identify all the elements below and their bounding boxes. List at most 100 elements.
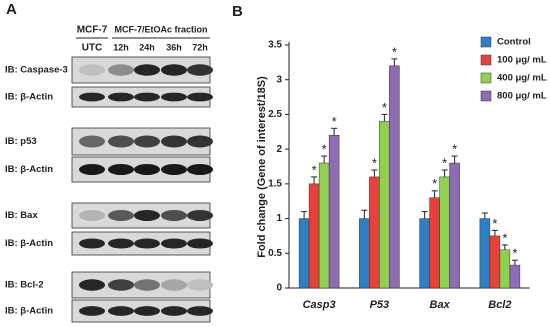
band: [161, 135, 187, 148]
band: [161, 279, 187, 291]
band: [187, 64, 213, 76]
band: [161, 210, 187, 221]
lane-label: 72h: [192, 42, 208, 52]
x-tick-label: Bcl2: [488, 299, 511, 311]
bar: [449, 162, 460, 289]
significance-mark: *: [432, 176, 437, 191]
bar: [439, 176, 450, 289]
y-tick-label: 0: [276, 283, 282, 294]
y-tick-label: 1: [276, 213, 282, 224]
legend-swatch: [480, 54, 492, 66]
bar: [499, 249, 511, 289]
bar: [489, 235, 501, 289]
panel-b: B Fold change (Gene of interest/18S) 0 0.…: [232, 3, 547, 311]
legend-label: 100 μg/ mL: [497, 55, 547, 66]
x-tick-label: Bax: [430, 299, 451, 311]
significance-mark: *: [442, 155, 447, 170]
band: [187, 279, 213, 291]
bar: [479, 218, 491, 289]
blot-label: IB: β-Actin: [5, 238, 53, 249]
blot-label: IB: β-Actin: [5, 164, 53, 175]
band: [134, 135, 160, 148]
legend-label: 400 μg/ mL: [497, 73, 547, 84]
bar: [509, 264, 521, 289]
bar: [369, 176, 380, 289]
blot-label: IB: β-Actin: [5, 306, 53, 317]
bar: [318, 162, 330, 289]
band: [134, 164, 160, 175]
significance-mark: *: [502, 230, 507, 245]
bar: [328, 135, 340, 289]
band: [79, 238, 105, 249]
blot-label: IB: Bcl-2: [5, 280, 44, 291]
bar: [379, 121, 390, 289]
bar: [298, 218, 310, 289]
band: [108, 135, 134, 148]
band: [161, 306, 187, 316]
band: [134, 238, 160, 249]
band: [79, 306, 105, 316]
band: [161, 164, 187, 175]
y-axis-label: Fold change (Gene of interest/18S): [256, 76, 268, 258]
band: [161, 92, 187, 102]
lane-label: UTC: [82, 43, 103, 54]
band: [79, 279, 105, 291]
legend-swatch: [480, 72, 492, 84]
band: [108, 164, 134, 175]
blot-label: IB: p53: [5, 136, 37, 147]
significance-mark: *: [332, 114, 337, 129]
y-tick-label: 3: [276, 74, 282, 85]
significance-mark: *: [372, 155, 377, 170]
band: [108, 279, 134, 291]
bar: [359, 218, 370, 289]
group-label: MCF-7: [77, 25, 108, 36]
bar: [429, 197, 440, 289]
blot-label: IB: β-Actin: [5, 92, 53, 103]
lane-label: 36h: [166, 42, 182, 52]
y-tick-label: 2: [276, 144, 282, 155]
band: [187, 92, 213, 102]
significance-mark: *: [512, 246, 517, 261]
y-tick-label: 2.5: [268, 109, 282, 120]
group-label: MCF-7/EtOAc fraction: [114, 24, 207, 34]
significance-mark: *: [382, 100, 387, 115]
legend-swatch: [480, 36, 492, 48]
band: [134, 92, 160, 102]
band: [79, 210, 105, 221]
y-tick-label: 3.5: [268, 40, 282, 51]
band: [79, 135, 105, 148]
significance-mark: *: [322, 142, 327, 157]
bar: [389, 65, 400, 289]
legend-label: 800 μg/ mL: [497, 91, 547, 102]
band: [79, 164, 105, 175]
x-tick-label: P53: [370, 299, 390, 311]
band: [187, 135, 213, 148]
y-tick-label: 1.5: [268, 178, 282, 189]
band: [79, 64, 105, 76]
lane-label: 24h: [139, 42, 155, 52]
bar: [308, 183, 320, 289]
significance-mark: *: [392, 44, 397, 59]
band: [134, 306, 160, 316]
blot-label: IB: Caspase-3: [5, 65, 68, 76]
band: [108, 306, 134, 316]
bar: [419, 218, 430, 289]
significance-mark: *: [312, 162, 317, 177]
band: [187, 306, 213, 316]
band: [187, 210, 213, 221]
band: [187, 238, 213, 249]
band: [79, 92, 105, 102]
band: [108, 64, 134, 76]
band: [108, 92, 134, 102]
legend-swatch: [480, 90, 492, 102]
significance-mark: *: [492, 216, 497, 231]
panel-label: B: [232, 3, 243, 20]
panel-label: A: [6, 1, 17, 18]
band: [134, 279, 160, 291]
band: [134, 210, 160, 221]
x-tick-label: Casp3: [303, 299, 336, 311]
band: [108, 238, 134, 249]
lane-label: 12h: [113, 42, 129, 52]
band: [161, 64, 187, 76]
